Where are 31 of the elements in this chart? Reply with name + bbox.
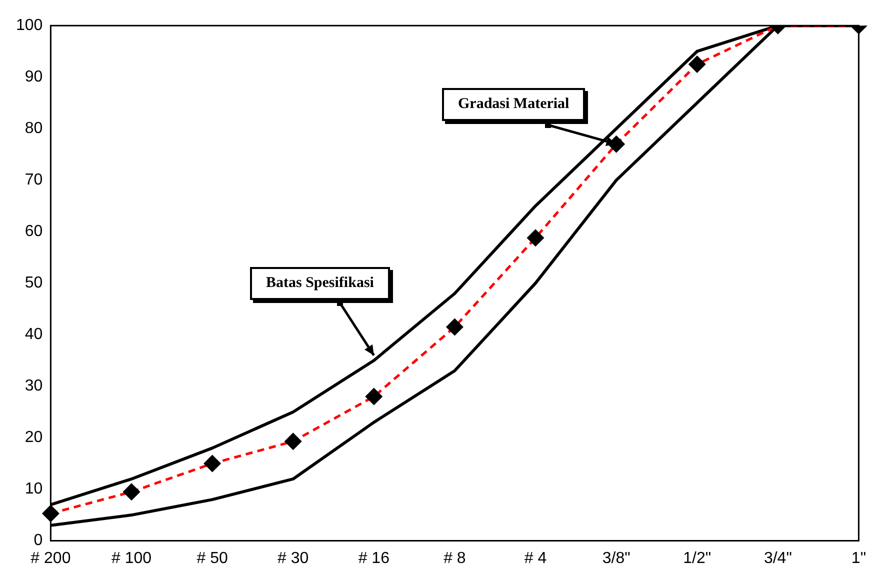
x-tick-label: 3/4" [764, 550, 792, 567]
point [527, 230, 544, 246]
x-tick-label: # 100 [111, 550, 152, 567]
point [284, 433, 302, 450]
y-tick-label: 100 [16, 17, 43, 34]
point [123, 484, 140, 500]
x-tick-label: 3/8" [602, 550, 630, 567]
y-tick-label: 20 [24, 429, 43, 446]
annotation: Gradasi Material [442, 88, 586, 121]
x-tick-label: # 8 [444, 550, 466, 567]
point [688, 56, 706, 72]
annotation: Batas Spesifikasi [250, 267, 390, 300]
x-tick-label: # 200 [30, 550, 71, 567]
y-tick-label: 70 [24, 172, 43, 189]
x-tick-label: # 16 [358, 550, 390, 567]
y-tick-label: 90 [24, 68, 43, 86]
y-tick-label: 50 [24, 274, 43, 292]
point [446, 318, 463, 336]
y-tick-label: 80 [24, 120, 43, 138]
x-tick-label: # 4 [524, 550, 547, 567]
x-tick-label: 1/2" [683, 550, 712, 567]
y-tick-label: 10 [24, 480, 43, 498]
y-tick-label: 30 [24, 378, 43, 395]
y-tick-label: 0 [34, 532, 43, 550]
point [366, 388, 382, 405]
y-tick-label: 60 [24, 223, 43, 240]
x-tick-label: # 30 [278, 550, 309, 567]
point [204, 455, 221, 472]
x-tick-label: # 50 [196, 550, 228, 567]
y-tick-label: 40 [24, 326, 43, 344]
x-tick-label: 1" [851, 550, 866, 567]
